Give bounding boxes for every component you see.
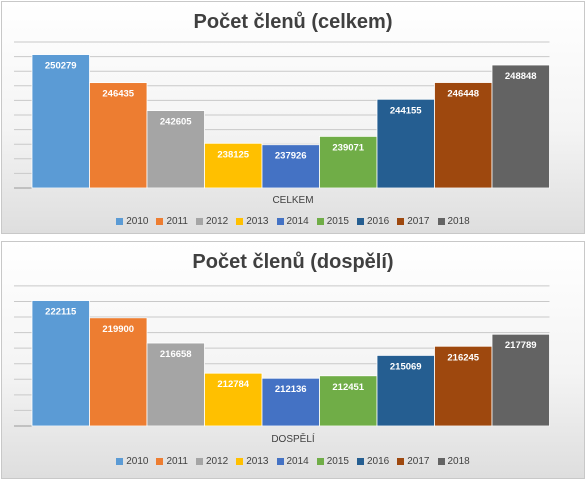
chart-title: Počet členů (celkem) [193,11,393,33]
legend-item: 2012 [196,456,228,467]
legend-swatch [357,458,364,465]
legend-swatch [357,218,364,225]
data-label: 215069 [390,361,422,372]
legend-label: 2012 [206,216,229,227]
legend-item: 2017 [397,456,430,467]
bar-2010 [31,54,90,189]
legend-item: 2013 [236,456,269,467]
legend-label: 2016 [367,456,390,467]
data-label: 239071 [332,142,364,153]
bar-2015 [319,375,378,427]
legend-label: 2011 [166,456,188,467]
legend-item: 2010 [116,216,148,227]
legend-label: 2018 [447,456,470,467]
bar-2018 [491,333,550,427]
legend-swatch [156,458,164,465]
category-label: CELKEM [272,195,314,206]
bar-2018 [491,64,550,189]
data-label: 248848 [505,71,537,82]
data-label: 242605 [160,117,192,128]
legend-label: 2018 [447,216,470,227]
legend-swatch [116,218,124,225]
bar-2014 [261,377,320,427]
data-label: 216245 [447,352,479,363]
legend-label: 2017 [407,456,430,467]
legend-label: 2010 [126,456,149,467]
data-label: 216658 [160,349,192,360]
data-label: 238125 [217,149,249,160]
legend-swatch [236,458,244,465]
legend-swatch [116,458,124,465]
legend-swatch [397,218,405,225]
data-label: 246448 [447,89,479,100]
bar-2015 [319,135,378,189]
legend-swatch [316,458,324,465]
data-label: 217789 [505,340,537,351]
legend-swatch [276,458,284,465]
legend-swatch [196,458,203,465]
bar-2012 [146,342,205,427]
bar-2013 [204,142,263,189]
chart-title: Počet členů (dospělí) [192,251,394,273]
legend-swatch [236,218,244,225]
bar-2014 [261,144,320,189]
legend-item: 2016 [357,216,389,227]
data-label: 212451 [332,382,364,393]
data-label: 237926 [275,151,307,162]
legend-item: 2015 [316,456,349,467]
legend-swatch [276,218,284,225]
bar-2010 [31,300,90,427]
legend-swatch [397,458,405,465]
bar-2017 [434,82,493,189]
legend-swatch [196,218,203,225]
bar-2011 [89,82,148,189]
legend-label: 2016 [367,216,390,227]
legend-swatch [437,218,445,225]
data-label: 212136 [275,384,307,395]
bar-plot: 250279 246435 242605 238125 237926 239071 2441… [14,41,550,189]
chart-panel-celkem: Počet členů (celkem) 250279 246435 242605 2… [1,1,585,234]
legend-swatch [437,458,445,465]
legend-item: 2015 [316,216,349,227]
data-label: 246435 [102,89,134,100]
bar-plot: 222115 219900 216658 212784 212136 212451 2150… [14,285,550,427]
legend-label: 2014 [286,456,309,467]
legend-item: 2014 [276,216,309,227]
legend-label: 2013 [246,216,269,227]
legend-item: 2012 [196,216,228,227]
legend-label: 2015 [326,456,349,467]
data-label: 250279 [45,61,77,72]
data-label: 244155 [390,105,422,116]
legend-item: 2011 [156,216,188,227]
legend-label: 2014 [286,216,309,227]
legend-item: 2018 [437,216,470,227]
chart-panel-dospeli: Počet členů (dospělí) 222115 219900 216658… [1,241,585,479]
legend-item: 2011 [156,456,188,467]
legend-label: 2017 [407,216,430,227]
legend-label: 2012 [206,456,229,467]
legend-item: 2016 [357,456,389,467]
legend-label: 2011 [166,216,188,227]
legend: 2010 2011 2012 2013 2014 2015 2016 2017 2018 [2,216,584,227]
bar-2012 [146,110,205,189]
legend-label: 2013 [246,456,269,467]
category-label: DOSPĚLÍ [271,434,315,445]
bar-2016 [376,355,435,427]
legend-item: 2010 [116,456,148,467]
data-label: 212784 [217,379,249,390]
bar-2017 [434,345,493,427]
legend-item: 2013 [236,216,269,227]
legend-item: 2018 [437,456,470,467]
legend-label: 2015 [326,216,349,227]
data-label: 222115 [45,307,77,318]
legend-label: 2010 [126,216,149,227]
legend-swatch [156,218,164,225]
legend-swatch [316,218,324,225]
legend: 2010 2011 2012 2013 2014 2015 2016 2017 2018 [2,456,584,467]
legend-item: 2014 [276,456,309,467]
legend-item: 2017 [397,216,430,227]
data-label: 219900 [102,324,134,335]
bar-2013 [204,372,263,427]
